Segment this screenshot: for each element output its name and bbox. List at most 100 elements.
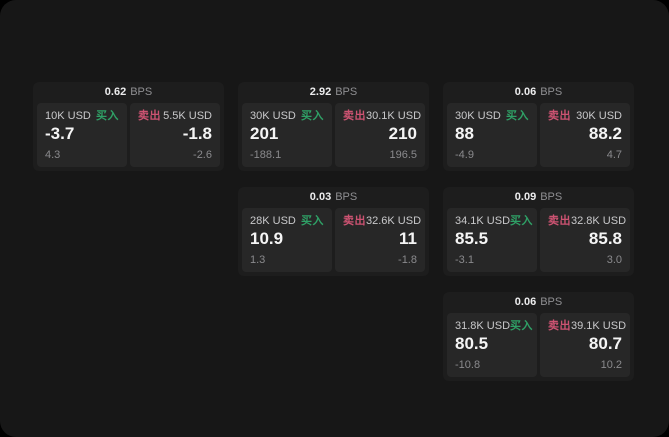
sell-amount: 5.5K USD xyxy=(163,110,212,122)
sell-change: -2.6 xyxy=(193,148,212,161)
buy-change: -10.8 xyxy=(455,358,481,371)
sell-quote-tile[interactable]: 卖出 5.5K USD -1.8 -2.6 xyxy=(130,103,220,167)
buy-amount-row: 34.1K USD 买入 xyxy=(455,215,533,227)
sell-amount-row: 卖出 32.6K USD xyxy=(343,215,421,227)
buy-quote-tile[interactable]: 34.1K USD 买入 85.5 -3.1 xyxy=(447,208,537,272)
spread-value: 0.09 xyxy=(514,191,537,203)
sell-amount: 32.8K USD xyxy=(571,215,627,227)
quote-card: 0.03 BPS 28K USD 买入 10.9 1.3 卖出 32.6K US… xyxy=(238,187,429,276)
buy-price: 80.5 xyxy=(455,334,489,354)
spread-unit: BPS xyxy=(540,86,563,98)
spread-unit: BPS xyxy=(540,296,563,308)
sell-amount: 32.6K USD xyxy=(366,215,422,227)
sell-change: 10.2 xyxy=(600,358,622,371)
buy-label: 买入 xyxy=(510,320,534,332)
buy-amount-row: 30K USD 买入 xyxy=(455,110,529,122)
sell-amount-row: 卖出 30K USD xyxy=(548,110,622,122)
spread-unit: BPS xyxy=(335,191,358,203)
quote-card-grid: 0.62 BPS 10K USD 买入 -3.7 4.3 卖出 5.5K USD xyxy=(33,82,634,381)
spread-header: 0.06 BPS xyxy=(443,292,634,313)
buy-amount: 31.8K USD xyxy=(455,320,511,332)
quote-card: 0.09 BPS 34.1K USD 买入 85.5 -3.1 卖出 32.8K… xyxy=(443,187,634,276)
sell-quote-tile[interactable]: 卖出 32.8K USD 85.8 3.0 xyxy=(540,208,630,272)
spread-header: 0.62 BPS xyxy=(33,82,224,103)
spread-header: 2.92 BPS xyxy=(238,82,429,103)
buy-amount: 30K USD xyxy=(455,110,501,122)
buy-quote-tile[interactable]: 28K USD 买入 10.9 1.3 xyxy=(242,208,332,272)
sell-amount-row: 卖出 30.1K USD xyxy=(343,110,421,122)
quote-panels: 31.8K USD 买入 80.5 -10.8 卖出 39.1K USD 80.… xyxy=(443,313,634,381)
spread-header: 0.03 BPS xyxy=(238,187,429,208)
sell-quote-tile[interactable]: 卖出 30K USD 88.2 4.7 xyxy=(540,103,630,167)
quote-panels: 30K USD 买入 201 -188.1 卖出 30.1K USD 210 1… xyxy=(238,103,429,171)
sell-price: 85.8 xyxy=(588,229,622,249)
quote-card: 2.92 BPS 30K USD 买入 201 -188.1 卖出 30.1K … xyxy=(238,82,429,171)
sell-amount-row: 卖出 39.1K USD xyxy=(548,320,626,332)
spread-value: 0.62 xyxy=(104,86,127,98)
sell-amount: 30K USD xyxy=(576,110,622,122)
spread-value: 0.03 xyxy=(309,191,332,203)
sell-label: 卖出 xyxy=(548,320,571,332)
sell-amount: 30.1K USD xyxy=(366,110,422,122)
spread-header: 0.09 BPS xyxy=(443,187,634,208)
sell-price: 80.7 xyxy=(588,334,622,354)
sell-quote-tile[interactable]: 卖出 39.1K USD 80.7 10.2 xyxy=(540,313,630,377)
sell-change: 4.7 xyxy=(606,148,622,161)
sell-price: 11 xyxy=(399,229,417,249)
sell-label: 卖出 xyxy=(548,215,571,227)
buy-label: 买入 xyxy=(301,110,324,122)
buy-quote-tile[interactable]: 30K USD 买入 88 -4.9 xyxy=(447,103,537,167)
spread-unit: BPS xyxy=(540,191,563,203)
sell-change: -1.8 xyxy=(398,253,417,266)
buy-amount: 10K USD xyxy=(45,110,91,122)
buy-amount: 28K USD xyxy=(250,215,296,227)
buy-change: -4.9 xyxy=(455,148,474,161)
buy-change: -188.1 xyxy=(250,148,282,161)
buy-amount-row: 28K USD 买入 xyxy=(250,215,324,227)
spread-value: 0.06 xyxy=(514,296,537,308)
sell-change: 3.0 xyxy=(606,253,622,266)
quote-panels: 34.1K USD 买入 85.5 -3.1 卖出 32.8K USD 85.8… xyxy=(443,208,634,276)
buy-label: 买入 xyxy=(96,110,119,122)
sell-quote-tile[interactable]: 卖出 30.1K USD 210 196.5 xyxy=(335,103,425,167)
buy-quote-tile[interactable]: 31.8K USD 买入 80.5 -10.8 xyxy=(447,313,537,377)
sell-amount-row: 卖出 32.8K USD xyxy=(548,215,626,227)
quote-card: 0.62 BPS 10K USD 买入 -3.7 4.3 卖出 5.5K USD xyxy=(33,82,224,171)
buy-label: 买入 xyxy=(506,110,529,122)
buy-price: -3.7 xyxy=(45,124,75,144)
buy-quote-tile[interactable]: 30K USD 买入 201 -188.1 xyxy=(242,103,332,167)
buy-label: 买入 xyxy=(301,215,324,227)
buy-amount-row: 31.8K USD 买入 xyxy=(455,320,533,332)
buy-price: 201 xyxy=(250,124,279,144)
spread-header: 0.06 BPS xyxy=(443,82,634,103)
buy-quote-tile[interactable]: 10K USD 买入 -3.7 4.3 xyxy=(37,103,127,167)
buy-amount: 34.1K USD xyxy=(455,215,511,227)
buy-price: 88 xyxy=(455,124,474,144)
buy-amount-row: 30K USD 买入 xyxy=(250,110,324,122)
quote-panels: 10K USD 买入 -3.7 4.3 卖出 5.5K USD -1.8 -2.… xyxy=(33,103,224,171)
buy-change: 4.3 xyxy=(45,148,61,161)
sell-amount-row: 卖出 5.5K USD xyxy=(138,110,212,122)
quote-card: 0.06 BPS 30K USD 买入 88 -4.9 卖出 30K USD xyxy=(443,82,634,171)
buy-change: 1.3 xyxy=(250,253,266,266)
sell-change: 196.5 xyxy=(389,148,417,161)
buy-label: 买入 xyxy=(510,215,534,227)
spread-value: 2.92 xyxy=(309,86,332,98)
sell-label: 卖出 xyxy=(343,110,366,122)
sell-amount: 39.1K USD xyxy=(571,320,627,332)
spread-value: 0.06 xyxy=(514,86,537,98)
sell-label: 卖出 xyxy=(138,110,161,122)
sell-label: 卖出 xyxy=(548,110,571,122)
sell-price: 210 xyxy=(388,124,417,144)
sell-price: 88.2 xyxy=(588,124,622,144)
sell-quote-tile[interactable]: 卖出 32.6K USD 11 -1.8 xyxy=(335,208,425,272)
buy-price: 10.9 xyxy=(250,229,284,249)
sell-price: -1.8 xyxy=(182,124,212,144)
spread-unit: BPS xyxy=(130,86,153,98)
spread-unit: BPS xyxy=(335,86,358,98)
buy-amount-row: 10K USD 买入 xyxy=(45,110,119,122)
buy-amount: 30K USD xyxy=(250,110,296,122)
quote-panels: 28K USD 买入 10.9 1.3 卖出 32.6K USD 11 -1.8 xyxy=(238,208,429,276)
buy-price: 85.5 xyxy=(455,229,489,249)
